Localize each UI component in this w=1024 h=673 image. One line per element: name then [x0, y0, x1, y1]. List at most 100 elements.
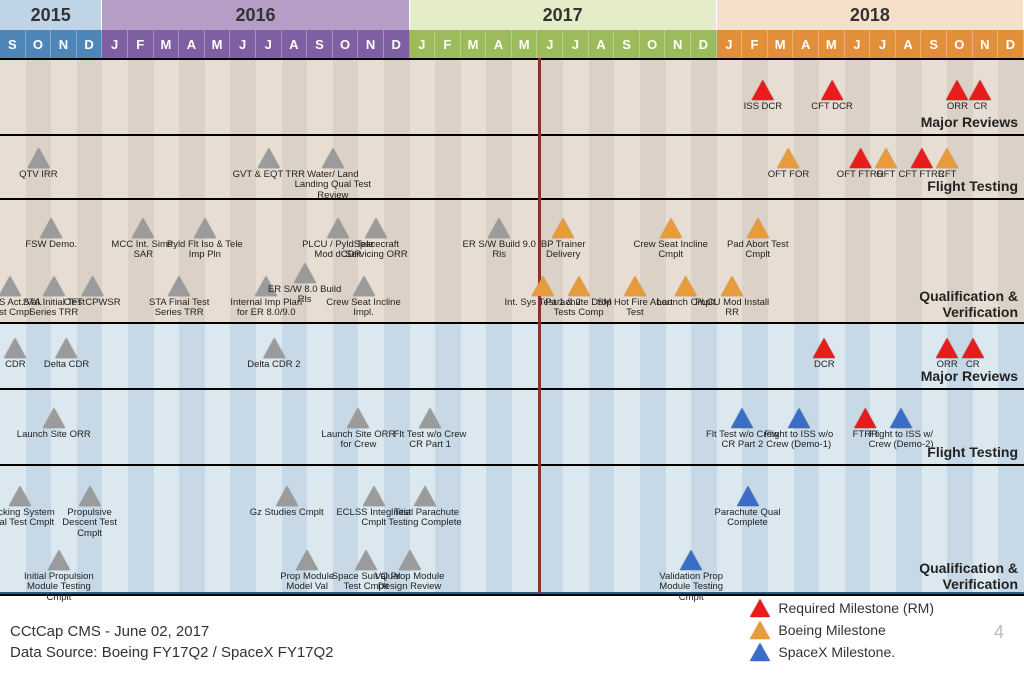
month-cell: M — [512, 30, 538, 58]
month-cell: A — [486, 30, 512, 58]
milestone-triangle-icon — [680, 550, 702, 570]
milestone: Gz Studies Cmplt — [250, 486, 324, 518]
milestone: ISS DCR — [744, 80, 783, 112]
milestone-triangle-icon — [9, 486, 31, 506]
milestone: Delta CDR 2 — [247, 338, 300, 370]
month-cell: N — [665, 30, 691, 58]
month-cell: A — [896, 30, 922, 58]
month-cell: S — [921, 30, 947, 58]
milestone-label: Crew Seat Incline Cmplt — [631, 240, 711, 261]
milestone-label: ORR — [937, 360, 958, 370]
section-label: Major Reviews — [921, 114, 1018, 130]
milestone: Crew Seat Incline Impl. — [324, 276, 404, 319]
year-header-row: 2015201620172018 — [0, 0, 1024, 30]
milestone-triangle-icon — [488, 218, 510, 238]
milestone: BP Trainer Delivery — [523, 218, 603, 261]
milestone-triangle-icon — [821, 80, 843, 100]
milestone: Pad Abort Test Cmplt — [718, 218, 798, 261]
month-cell: S — [0, 30, 26, 58]
milestone-label: Initial Propulsion Module Testing Cmplt — [19, 572, 99, 603]
milestone-label: CR — [974, 102, 988, 112]
milestone: Validation Prop Module Testing Cmplt — [651, 550, 731, 603]
milestone: Launch Site ORR — [17, 408, 91, 440]
milestone: CR — [962, 338, 984, 370]
milestone-triangle-icon — [79, 486, 101, 506]
month-cell: N — [358, 30, 384, 58]
month-cell: A — [282, 30, 308, 58]
year-cell: 2016 — [102, 0, 409, 30]
milestone-triangle-icon — [365, 218, 387, 238]
milestone: CR — [969, 80, 991, 112]
milestone-triangle-icon — [813, 338, 835, 358]
milestone-triangle-icon — [752, 80, 774, 100]
section-label: Qualification &Verification — [919, 560, 1018, 592]
year-cell: 2015 — [0, 0, 102, 30]
month-cell: D — [998, 30, 1024, 58]
milestone-triangle-icon — [40, 218, 62, 238]
legend-label: SpaceX Milestone. — [778, 644, 895, 660]
month-cell: M — [461, 30, 487, 58]
milestone: Crew Seat Incline Cmplt — [631, 218, 711, 261]
milestone: STA Final Test Series TRR — [139, 276, 219, 319]
footer-line2: Data Source: Boeing FY17Q2 / SpaceX FY17… — [10, 642, 334, 663]
month-cell: M — [205, 30, 231, 58]
milestone-label: OFT FOR — [768, 170, 810, 180]
milestone-triangle-icon — [875, 148, 897, 168]
milestone-triangle-icon — [258, 148, 280, 168]
milestone-label: ISS DCR — [744, 102, 783, 112]
milestone-triangle-icon — [27, 148, 49, 168]
month-cell: O — [640, 30, 666, 58]
today-line — [538, 58, 541, 594]
month-cell: D — [77, 30, 103, 58]
milestone-label: Delta CDR 2 — [247, 360, 300, 370]
milestone-triangle-icon — [962, 338, 984, 358]
milestone-label: Crew Seat Incline Impl. — [324, 298, 404, 319]
milestone-triangle-icon — [552, 218, 574, 238]
month-cell: J — [563, 30, 589, 58]
milestone-triangle-icon — [731, 408, 753, 428]
month-cell: N — [51, 30, 77, 58]
milestone: OFT — [875, 148, 897, 180]
month-cell: J — [717, 30, 743, 58]
milestone-label: Gz Studies Cmplt — [250, 508, 324, 518]
milestone-triangle-icon — [721, 276, 743, 296]
milestone-label: Initial Parachute Testing Complete — [385, 508, 465, 529]
month-cell: S — [614, 30, 640, 58]
month-cell: J — [256, 30, 282, 58]
milestone-label: Pad Abort Test Cmplt — [718, 240, 798, 261]
month-cell: M — [768, 30, 794, 58]
milestone-label: ORR — [947, 102, 968, 112]
milestone: ORR — [936, 338, 958, 370]
footer-text: CCtCap CMS - June 02, 2017 Data Source: … — [10, 621, 334, 663]
milestone: CDR — [4, 338, 26, 370]
milestone-triangle-icon — [347, 408, 369, 428]
milestone-label: CDR — [5, 360, 26, 370]
milestone-triangle-icon — [132, 218, 154, 238]
milestone: Parachute Qual Complete — [708, 486, 788, 529]
legend-item: SpaceX Milestone. — [750, 643, 934, 661]
milestone: Propulsive Descent Test Cmplt — [50, 486, 130, 539]
milestone-label: CFT — [938, 170, 956, 180]
milestone-triangle-icon — [296, 550, 318, 570]
month-cell: D — [384, 30, 410, 58]
legend-label: Required Milestone (RM) — [778, 600, 934, 616]
legend-label: Boeing Milestone — [778, 622, 885, 638]
milestone-triangle-icon — [168, 276, 190, 296]
month-header-row: SONDJFMAMJJASONDJFMAMJJASONDJFMAMJJASOND — [0, 30, 1024, 58]
milestone-triangle-icon — [660, 218, 682, 238]
milestone-label: Launch Site ORR for Crew — [318, 430, 398, 451]
milestone: QTV IRR — [19, 148, 58, 180]
month-cell: A — [179, 30, 205, 58]
milestone-triangle-icon — [322, 148, 344, 168]
month-cell: J — [102, 30, 128, 58]
milestone-label: Flight to ISS w/ Crew (Demo-2) — [861, 430, 941, 451]
month-cell: M — [154, 30, 180, 58]
milestone-label: OFT — [876, 170, 895, 180]
milestone-label: Propulsive Descent Test Cmplt — [50, 508, 130, 539]
footer-line1: CCtCap CMS - June 02, 2017 — [10, 621, 334, 642]
milestone: Initial Propulsion Module Testing Cmplt — [19, 550, 99, 603]
milestone-triangle-icon — [890, 408, 912, 428]
milestone-triangle-icon — [747, 218, 769, 238]
milestone-label: Launch Site ORR — [17, 430, 91, 440]
chart-body: ISS DCRCFT DCRORRCRQTV IRRGVT & EQT TRRW… — [0, 58, 1024, 594]
